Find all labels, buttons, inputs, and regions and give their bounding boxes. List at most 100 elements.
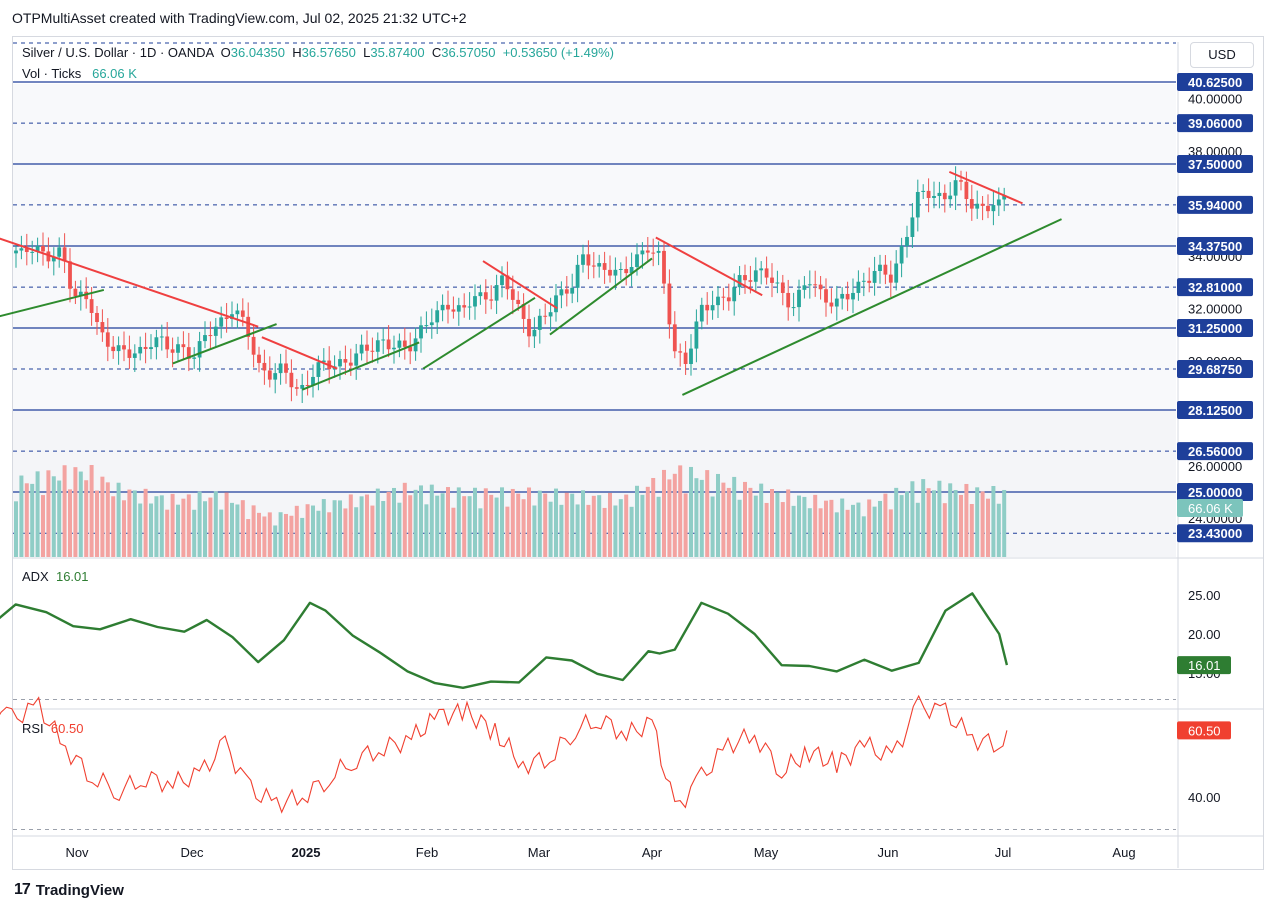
volume-bar [354, 507, 359, 557]
level-price-badge [1177, 319, 1253, 337]
candle-body [35, 245, 40, 252]
candle-body [111, 346, 116, 352]
level-price-badge-text: 29.68750 [1188, 362, 1242, 377]
time-axis-label: May [754, 845, 779, 860]
candle-body [365, 344, 369, 351]
volume-bar [726, 487, 731, 557]
candle-body [878, 264, 882, 271]
candle-body [608, 269, 612, 276]
candle-body [494, 285, 499, 301]
level-price-badge-text: 31.25000 [1188, 321, 1242, 336]
candle-body [635, 254, 639, 267]
candle-body [170, 349, 175, 353]
volume-bar [991, 485, 996, 557]
candle-body [192, 357, 197, 359]
candle-body [986, 205, 990, 212]
candle-body [743, 275, 747, 281]
volume-bar [570, 493, 575, 557]
candle-body [154, 337, 159, 348]
candle-body [613, 269, 618, 276]
volume-bar [791, 505, 796, 557]
volume-bar [159, 495, 164, 557]
volume-bar [483, 488, 488, 557]
candle-body [699, 304, 704, 322]
volume-bar [780, 502, 785, 557]
time-axis-label: Nov [65, 845, 89, 860]
candle-body [845, 293, 850, 300]
candle-body [273, 373, 278, 380]
volume-bar [969, 504, 974, 557]
volume-bar [95, 490, 99, 557]
volume-bar [883, 493, 888, 557]
volume-bar [575, 504, 580, 557]
volume-bar [84, 480, 89, 557]
candle-body [489, 299, 494, 301]
volume-bar [89, 465, 94, 557]
candle-body [370, 350, 375, 352]
volume-bar [375, 488, 380, 557]
chart-frame[interactable] [12, 36, 1264, 870]
candle-body [41, 245, 45, 252]
time-axis-label: Mar [528, 845, 551, 860]
candle-body [392, 347, 396, 350]
candle-body [915, 191, 920, 218]
candle-body [764, 268, 769, 278]
candle-body [726, 297, 731, 302]
volume-bar [624, 494, 629, 557]
volume-bar [743, 481, 747, 557]
candle-body [586, 254, 591, 266]
candle-body [807, 284, 812, 286]
volume-bar [802, 496, 807, 557]
volume-bar [127, 489, 132, 557]
adx-value-badge [1177, 656, 1231, 675]
candle-body [219, 317, 224, 327]
volume-bar [451, 507, 456, 557]
volume-bar [494, 497, 499, 557]
candle-body [381, 339, 386, 341]
candle-body [240, 310, 245, 317]
volume-bar [953, 490, 958, 557]
candle-body [246, 316, 251, 337]
level-price-badge-text: 26.56000 [1188, 444, 1242, 459]
volume-bar [948, 483, 953, 557]
candle-body [89, 299, 94, 313]
volume-bar [753, 495, 758, 557]
candle-body [467, 306, 472, 308]
volume-bar [840, 498, 845, 557]
volume-bar [775, 492, 780, 557]
volume-bar [289, 515, 294, 557]
candle-body [683, 352, 688, 365]
candle-body [284, 363, 288, 373]
candle-body [176, 344, 180, 353]
volume-bar [543, 493, 548, 557]
resistance-trendline [0, 237, 259, 328]
resistance-trendline [482, 260, 558, 310]
volume-bar [527, 487, 531, 557]
close-value: 36.57050 [441, 45, 496, 60]
support-trendline [0, 288, 105, 318]
candle-body [802, 285, 807, 290]
volume-bar [305, 504, 310, 557]
candle-body [937, 192, 942, 196]
volume-bar [683, 493, 688, 557]
volume-bar [294, 505, 299, 557]
volume-bar [932, 490, 936, 557]
volume-bar [548, 501, 553, 557]
level-price-badge-text: 25.00000 [1188, 485, 1242, 500]
candle-body [737, 275, 742, 288]
candle-body [575, 264, 580, 288]
open-value: 36.04350 [230, 45, 286, 60]
volume-bar [667, 479, 672, 557]
tradingview-logo[interactable]: 17 TradingView [14, 881, 124, 899]
currency-button[interactable]: USD [1190, 42, 1254, 68]
candle-body [359, 344, 364, 354]
candle-body [570, 287, 575, 294]
volume-bar [429, 484, 434, 557]
candle-body [851, 292, 855, 300]
volume-bar [311, 505, 315, 557]
rsi-axis-label: 40.00 [1188, 790, 1221, 805]
volume-bar [915, 502, 920, 557]
rsi-label: RSI [22, 721, 44, 736]
candle-body [667, 283, 672, 325]
